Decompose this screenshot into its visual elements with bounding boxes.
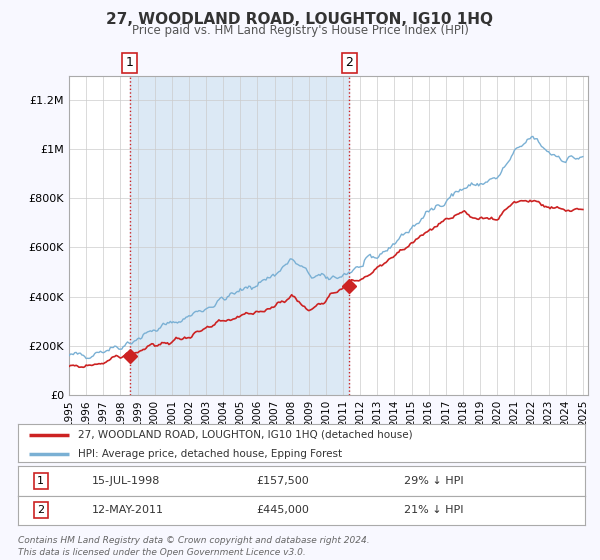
Text: 12-MAY-2011: 12-MAY-2011 bbox=[92, 505, 164, 515]
Text: £445,000: £445,000 bbox=[256, 505, 309, 515]
Text: 27, WOODLAND ROAD, LOUGHTON, IG10 1HQ (detached house): 27, WOODLAND ROAD, LOUGHTON, IG10 1HQ (d… bbox=[77, 430, 412, 440]
Text: 15-JUL-1998: 15-JUL-1998 bbox=[92, 476, 160, 486]
Text: 2: 2 bbox=[37, 505, 44, 515]
Text: £157,500: £157,500 bbox=[256, 476, 309, 486]
Text: 27, WOODLAND ROAD, LOUGHTON, IG10 1HQ: 27, WOODLAND ROAD, LOUGHTON, IG10 1HQ bbox=[107, 12, 493, 27]
Text: Contains HM Land Registry data © Crown copyright and database right 2024.: Contains HM Land Registry data © Crown c… bbox=[18, 536, 370, 545]
Text: 21% ↓ HPI: 21% ↓ HPI bbox=[404, 505, 463, 515]
Text: This data is licensed under the Open Government Licence v3.0.: This data is licensed under the Open Gov… bbox=[18, 548, 306, 557]
Bar bbox=[130, 76, 349, 395]
Text: 29% ↓ HPI: 29% ↓ HPI bbox=[404, 476, 463, 486]
Text: HPI: Average price, detached house, Epping Forest: HPI: Average price, detached house, Eppi… bbox=[77, 449, 341, 459]
Text: 2: 2 bbox=[345, 57, 353, 69]
Text: 1: 1 bbox=[37, 476, 44, 486]
Text: 1: 1 bbox=[125, 57, 134, 69]
Text: Price paid vs. HM Land Registry's House Price Index (HPI): Price paid vs. HM Land Registry's House … bbox=[131, 24, 469, 37]
